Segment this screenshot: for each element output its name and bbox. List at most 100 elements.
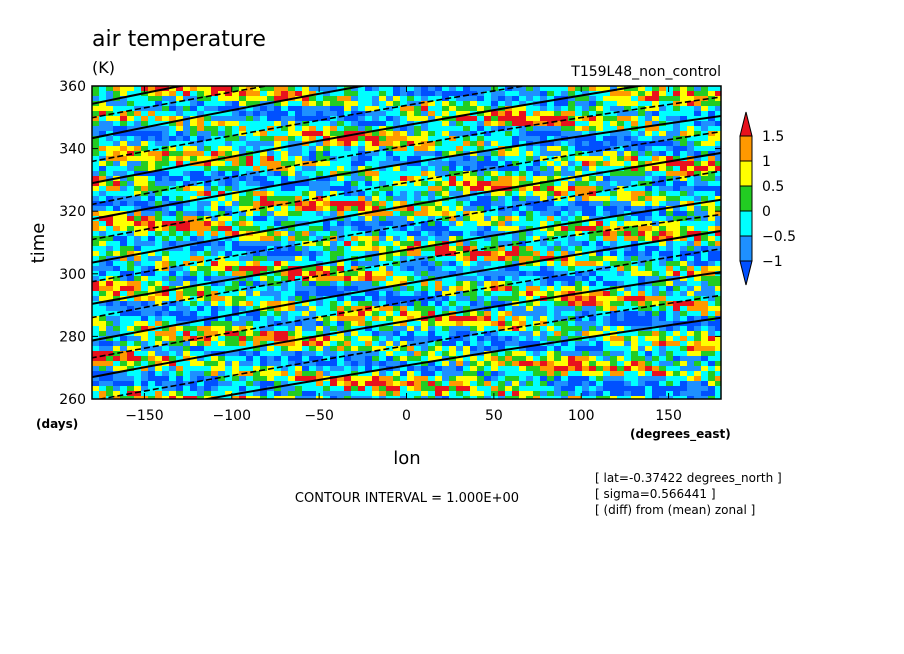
heatmap-cell <box>190 301 197 306</box>
heatmap-cell <box>694 241 701 246</box>
heatmap-cell <box>449 191 456 196</box>
heatmap-cell <box>351 241 358 246</box>
heatmap-cell <box>694 96 701 101</box>
heatmap-cell <box>134 201 141 206</box>
heatmap-cell <box>708 211 715 216</box>
heatmap-cell <box>246 91 253 96</box>
heatmap-cell <box>659 291 666 296</box>
heatmap-cell <box>323 326 330 331</box>
heatmap-cell <box>428 116 435 121</box>
heatmap-cell <box>330 246 337 251</box>
heatmap-cell <box>470 161 477 166</box>
heatmap-cell <box>218 271 225 276</box>
heatmap-cell <box>659 151 666 156</box>
heatmap-cell <box>610 191 617 196</box>
heatmap-cell <box>540 111 547 116</box>
heatmap-cell <box>288 186 295 191</box>
heatmap-cell <box>435 266 442 271</box>
heatmap-cell <box>162 306 169 311</box>
heatmap-cell <box>211 196 218 201</box>
heatmap-cell <box>400 106 407 111</box>
heatmap-cell <box>484 136 491 141</box>
heatmap-cell <box>428 306 435 311</box>
heatmap-cell <box>176 151 183 156</box>
heatmap-cell <box>428 301 435 306</box>
heatmap-cell <box>211 121 218 126</box>
heatmap-cell <box>309 166 316 171</box>
heatmap-cell <box>239 321 246 326</box>
heatmap-cell <box>456 131 463 136</box>
heatmap-cell <box>379 276 386 281</box>
heatmap-cell <box>169 286 176 291</box>
heatmap-cell <box>673 86 680 91</box>
heatmap-cell <box>540 131 547 136</box>
heatmap-cell <box>232 326 239 331</box>
heatmap-cell <box>645 201 652 206</box>
heatmap-cell <box>435 256 442 261</box>
heatmap-cell <box>589 126 596 131</box>
heatmap-cell <box>134 286 141 291</box>
heatmap-cell <box>715 136 721 141</box>
heatmap-cell <box>673 261 680 266</box>
heatmap-cell <box>309 276 316 281</box>
heatmap-cell <box>701 166 708 171</box>
heatmap-cell <box>218 196 225 201</box>
heatmap-cell <box>428 271 435 276</box>
heatmap-cell <box>148 156 155 161</box>
heatmap-cell <box>288 151 295 156</box>
heatmap-cell <box>99 176 106 181</box>
heatmap-cell <box>715 216 721 221</box>
heatmap-cell <box>617 261 624 266</box>
heatmap-cell <box>442 326 449 331</box>
heatmap-cell <box>344 151 351 156</box>
heatmap-cell <box>295 256 302 261</box>
heatmap-cell <box>603 121 610 126</box>
heatmap-cell <box>421 126 428 131</box>
heatmap-cell <box>533 201 540 206</box>
heatmap-cell <box>645 191 652 196</box>
heatmap-cell <box>512 241 519 246</box>
heatmap-cell <box>309 271 316 276</box>
heatmap-cell <box>323 236 330 241</box>
heatmap-cell <box>624 346 631 351</box>
heatmap-cell <box>260 201 267 206</box>
heatmap-cell <box>498 201 505 206</box>
heatmap-cell <box>470 116 477 121</box>
heatmap-cell <box>463 296 470 301</box>
heatmap-cell <box>295 131 302 136</box>
heatmap-cell <box>323 166 330 171</box>
heatmap-cell <box>624 131 631 136</box>
heatmap-cell <box>155 311 162 316</box>
heatmap-cell <box>274 171 281 176</box>
heatmap-cell <box>645 311 652 316</box>
heatmap-cell <box>659 141 666 146</box>
heatmap-cell <box>554 296 561 301</box>
heatmap-cell <box>596 286 603 291</box>
heatmap-cell <box>218 226 225 231</box>
heatmap-cell <box>302 286 309 291</box>
heatmap-cell <box>610 231 617 236</box>
heatmap-cell <box>225 296 232 301</box>
heatmap-cell <box>239 121 246 126</box>
heatmap-cell <box>351 226 358 231</box>
heatmap-cell <box>477 271 484 276</box>
heatmap-cell <box>659 311 666 316</box>
heatmap-cell <box>386 176 393 181</box>
heatmap-cell <box>253 321 260 326</box>
heatmap-cell <box>141 146 148 151</box>
heatmap-cell <box>512 311 519 316</box>
heatmap-cell <box>379 246 386 251</box>
heatmap-cell <box>253 301 260 306</box>
heatmap-cell <box>295 231 302 236</box>
heatmap-cell <box>302 96 309 101</box>
heatmap-cell <box>190 106 197 111</box>
heatmap-cell <box>575 306 582 311</box>
heatmap-cell <box>645 176 652 181</box>
heatmap-cell <box>554 221 561 226</box>
heatmap-cell <box>638 331 645 336</box>
heatmap-cell <box>519 171 526 176</box>
heatmap-cell <box>211 191 218 196</box>
heatmap-cell <box>715 231 721 236</box>
heatmap-cell <box>659 91 666 96</box>
heatmap-cell <box>666 346 673 351</box>
